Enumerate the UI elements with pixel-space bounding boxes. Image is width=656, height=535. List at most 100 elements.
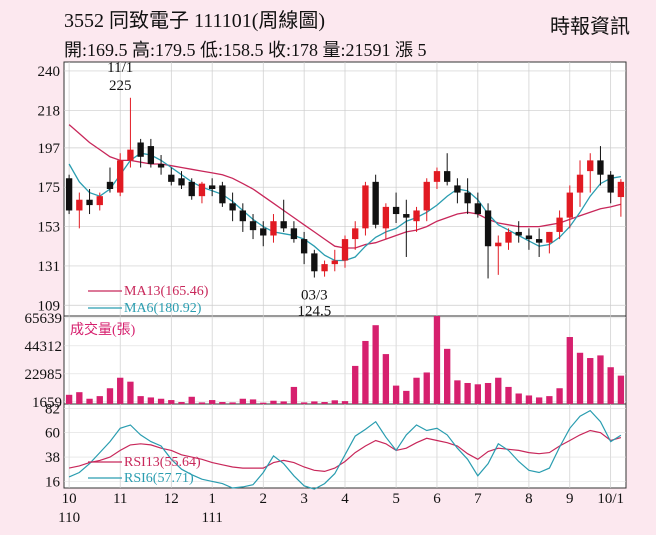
volume-bar bbox=[198, 402, 206, 404]
volume-bar bbox=[617, 375, 625, 404]
rsi-tick-label: 38 bbox=[45, 450, 60, 466]
price-annotation: 03/3 bbox=[301, 288, 328, 304]
x-tick-label: 3 bbox=[300, 491, 308, 507]
candle-body bbox=[495, 242, 502, 247]
candle bbox=[444, 153, 451, 186]
volume-bar bbox=[117, 377, 124, 404]
candle bbox=[239, 203, 246, 232]
volume-bar bbox=[484, 382, 492, 404]
volume-bar bbox=[270, 400, 277, 404]
x-tick-label: 12 bbox=[164, 491, 179, 507]
candle-body bbox=[576, 174, 584, 193]
candle-body bbox=[444, 171, 451, 182]
candle-body bbox=[260, 228, 267, 236]
candle bbox=[372, 174, 379, 229]
candle bbox=[300, 231, 308, 265]
volume-bar bbox=[515, 393, 522, 404]
volume-bar bbox=[260, 402, 267, 404]
ma-legend-label: MA13(165.46) bbox=[124, 284, 209, 299]
volume-bar bbox=[106, 388, 114, 404]
candle-body bbox=[311, 253, 318, 272]
candle-body bbox=[168, 174, 175, 182]
candle-body bbox=[556, 217, 563, 232]
volume-bar bbox=[65, 394, 73, 404]
volume-bar bbox=[423, 372, 430, 404]
candle-body bbox=[403, 214, 410, 218]
volume-bar bbox=[208, 400, 216, 404]
candle-body bbox=[352, 228, 359, 240]
candle bbox=[157, 155, 165, 175]
x-tick-label: 11 bbox=[113, 491, 127, 507]
candle bbox=[229, 192, 236, 222]
rsi-line-6 bbox=[68, 409, 622, 490]
candle-body bbox=[331, 260, 338, 265]
volume-bar bbox=[352, 365, 359, 404]
rsi-legend-label: RSI13(55.64) bbox=[124, 455, 201, 470]
candle bbox=[65, 174, 73, 215]
price-tick-label: 131 bbox=[38, 259, 61, 275]
price-tick-label: 109 bbox=[38, 298, 61, 314]
volume-bar bbox=[454, 380, 461, 404]
candle bbox=[597, 146, 604, 186]
x-tick-label: 4 bbox=[341, 491, 349, 507]
candle bbox=[505, 228, 512, 250]
candle-body bbox=[76, 199, 83, 211]
volume-bar bbox=[147, 397, 155, 404]
x-tick-label: 6 bbox=[433, 491, 441, 507]
candle bbox=[423, 178, 430, 222]
volume-bar bbox=[403, 390, 410, 404]
x-tick-year-label: 111 bbox=[201, 510, 222, 526]
volume-bar bbox=[311, 401, 318, 404]
x-tick-label: 7 bbox=[474, 491, 482, 507]
candle-body bbox=[198, 183, 206, 197]
candle bbox=[382, 203, 390, 240]
candle-body bbox=[484, 210, 492, 247]
volume-bar bbox=[76, 392, 83, 404]
candle-body bbox=[106, 181, 114, 189]
candle bbox=[249, 214, 257, 240]
volume-bar bbox=[525, 395, 533, 404]
candle-body bbox=[249, 221, 257, 231]
volume-bar bbox=[321, 402, 328, 404]
volume-bar bbox=[597, 355, 604, 404]
candle-body bbox=[372, 181, 379, 225]
candle-body bbox=[147, 146, 155, 164]
candle bbox=[198, 181, 206, 204]
candle bbox=[290, 221, 298, 243]
candle-body bbox=[86, 199, 93, 206]
volume-bar bbox=[86, 398, 93, 404]
candle bbox=[219, 181, 226, 207]
candle-body bbox=[127, 149, 134, 161]
volume-bar bbox=[219, 402, 226, 404]
volume-label: 成交量(張) bbox=[70, 321, 136, 338]
x-tick-label: 10/1 bbox=[597, 491, 624, 507]
candle bbox=[403, 199, 410, 257]
candle-body bbox=[382, 206, 390, 229]
rsi-tick-label: 16 bbox=[45, 474, 61, 490]
volume-bar bbox=[157, 398, 165, 404]
candle-body bbox=[178, 178, 185, 186]
candle bbox=[392, 192, 400, 223]
candle bbox=[270, 214, 277, 243]
volume-bar bbox=[249, 399, 257, 404]
volume-bar bbox=[556, 388, 563, 404]
price-tick-label: 175 bbox=[38, 180, 61, 196]
rsi-tick-label: 60 bbox=[45, 426, 60, 442]
x-tick-label: 5 bbox=[392, 491, 400, 507]
candle-body bbox=[300, 239, 308, 254]
volume-bar bbox=[382, 354, 390, 404]
rsi-line-13 bbox=[68, 429, 622, 473]
candle bbox=[117, 153, 124, 197]
volume-tick-label: 65639 bbox=[25, 311, 63, 327]
x-tick-label: 8 bbox=[525, 491, 533, 507]
candle bbox=[96, 192, 103, 211]
ma-legend-label: MA6(180.92) bbox=[124, 301, 202, 316]
candle bbox=[546, 231, 553, 254]
volume-bar bbox=[607, 367, 614, 404]
candle-body bbox=[433, 171, 441, 182]
candle bbox=[484, 203, 492, 279]
candle bbox=[341, 235, 349, 268]
volume-bar bbox=[546, 396, 553, 404]
x-tick-label: 9 bbox=[566, 491, 574, 507]
candle bbox=[607, 171, 614, 204]
